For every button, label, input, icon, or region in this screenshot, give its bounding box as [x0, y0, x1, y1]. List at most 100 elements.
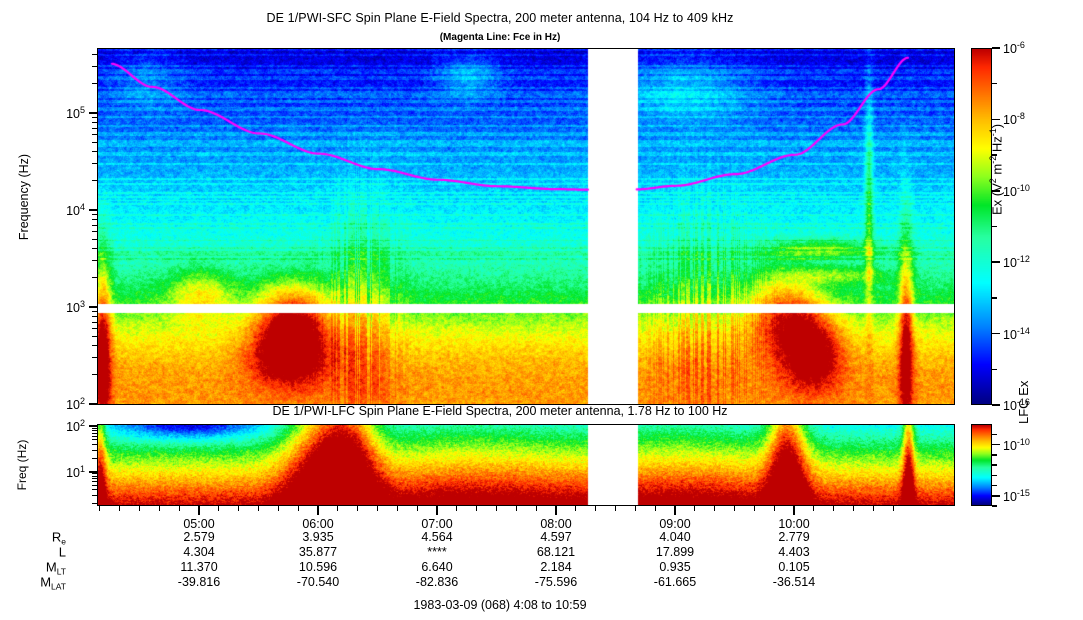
x-minor-tickmark	[833, 506, 835, 511]
lfc-y-minor-tickmark	[92, 473, 97, 475]
x-minor-tickmark	[456, 506, 458, 511]
main-colorbar-tick-label: 10-12	[1003, 254, 1030, 271]
main-y-minor-tickmark	[92, 66, 97, 68]
page-subtitle: (Magenta Line: Fce in Hz)	[439, 32, 561, 43]
main-colorbar-tickmark	[992, 404, 1000, 406]
lfc-colorbar-tickmark	[992, 495, 1000, 497]
x-minor-tickmark	[178, 506, 180, 511]
lfc-y-tick-label: 102	[66, 418, 85, 435]
main-y-minor-tickmark	[92, 141, 97, 143]
lfc-y-minor-tickmark	[92, 495, 97, 497]
main-colorbar-minor-tickmark	[992, 368, 997, 371]
lfc-colorbar-tick-label: 10-15	[1003, 487, 1030, 504]
x-minor-tickmark	[714, 506, 716, 511]
x-minor-tickmark	[535, 506, 537, 511]
table-row-label: L	[58, 544, 66, 560]
main-y-minor-tickmark	[92, 218, 97, 220]
page-title: DE 1/PWI-SFC Spin Plane E-Field Spectra,…	[266, 11, 734, 25]
lfc-colorbar-minor-tickmark	[992, 484, 997, 487]
main-colorbar-tick-label: 10-14	[1003, 325, 1030, 342]
x-minor-tickmark	[615, 506, 616, 511]
main-colorbar-tickmark	[992, 118, 1000, 121]
table-cell: 2.184	[540, 560, 572, 574]
table-cell: 4.564	[421, 530, 453, 544]
main-y-tickmark	[89, 403, 98, 405]
x-major-tickmark	[674, 506, 676, 515]
main-y-minor-tickmark	[92, 321, 97, 323]
main-colorbar-minor-tickmark	[992, 297, 997, 299]
table-row-label: MLAT	[40, 574, 66, 592]
x-tick-label: 06:00	[302, 517, 334, 531]
main-y-minor-tickmark	[92, 180, 97, 182]
main-y-minor-tickmark	[92, 310, 97, 312]
main-y-minor-tickmark	[92, 213, 97, 215]
x-minor-tickmark	[158, 506, 160, 511]
x-minor-tickmark	[694, 506, 696, 511]
lfc-y-minor-tickmark	[92, 489, 97, 491]
main-y-minor-tickmark	[92, 357, 97, 359]
date-range-label: 1983-03-09 (068) 4:08 to 10:59	[413, 598, 587, 612]
main-colorbar-label: Ex (V2 m-2 Hz-1)	[988, 123, 1005, 215]
table-cell: -39.816	[177, 575, 221, 589]
lfc-colorbar-minor-tickmark	[992, 505, 997, 507]
x-minor-tickmark	[277, 506, 279, 511]
lfc-colorbar	[971, 424, 992, 506]
table-cell: 17.899	[655, 545, 695, 559]
main-colorbar-minor-tickmark	[992, 225, 997, 228]
main-colorbar-tick-label: 10-8	[1003, 111, 1025, 128]
table-cell: -75.596	[534, 575, 578, 589]
table-cell: 68.121	[536, 545, 576, 559]
lfc-colorbar-minor-tickmark	[992, 474, 997, 476]
x-tick-label: 07:00	[421, 517, 453, 531]
lfc-y-minor-tickmark	[92, 475, 97, 477]
main-y-minor-tickmark	[92, 127, 97, 129]
lfc-y-minor-tickmark	[92, 503, 97, 505]
main-y-axis-label: Frequency (Hz)	[17, 153, 31, 241]
lfc-y-minor-tickmark	[92, 449, 97, 451]
lfc-y-minor-tickmark	[92, 485, 97, 487]
table-cell: -70.540	[296, 575, 340, 589]
lfc-colorbar-gradient	[972, 425, 991, 505]
lfc-y-minor-tickmark	[92, 432, 97, 434]
main-y-minor-tickmark	[92, 335, 97, 337]
main-colorbar-tick-label: 10-6	[1003, 39, 1025, 57]
main-colorbar-tick-label: 10-10	[1003, 182, 1030, 199]
main-y-tick-label: 105	[66, 104, 85, 122]
lfc-y-minor-tickmark	[92, 430, 97, 432]
main-y-minor-tickmark	[92, 248, 97, 250]
table-row-label: MLT	[45, 559, 66, 577]
lfc-y-axis-label: Freq (Hz)	[15, 439, 29, 491]
x-minor-tickmark	[813, 506, 815, 511]
table-cell: 0.105	[778, 560, 810, 574]
x-minor-tickmark	[853, 506, 854, 511]
x-minor-tickmark	[218, 506, 220, 511]
x-major-tickmark	[555, 506, 557, 515]
x-minor-tickmark	[575, 506, 577, 511]
table-cell: 35.877	[298, 545, 338, 559]
x-minor-tickmark	[357, 506, 359, 511]
sfc-spectrogram-image	[98, 49, 954, 404]
main-y-tick-label: 102	[66, 395, 85, 413]
x-minor-tickmark	[734, 506, 735, 511]
x-minor-tickmark	[238, 506, 240, 511]
x-tick-label: 09:00	[659, 517, 691, 531]
main-y-minor-tickmark	[92, 315, 97, 317]
lfc-y-tickmark	[89, 425, 98, 427]
x-tick-label: 05:00	[183, 517, 215, 531]
main-y-minor-tickmark	[92, 374, 97, 376]
table-cell: 4.304	[183, 545, 215, 559]
x-minor-tickmark	[892, 506, 894, 511]
main-y-tick-label: 103	[66, 298, 85, 316]
x-major-tickmark	[317, 506, 319, 515]
table-cell: 4.403	[778, 545, 810, 559]
lfc-y-tick-label: 101	[66, 463, 85, 480]
lfc-colorbar-minor-tickmark	[992, 454, 997, 456]
x-major-tickmark	[436, 506, 438, 515]
x-minor-tickmark	[297, 506, 299, 511]
lfc-colorbar-minor-tickmark	[992, 464, 997, 466]
main-y-minor-tickmark	[92, 83, 97, 85]
main-y-minor-tickmark	[92, 121, 97, 123]
main-y-minor-tickmark	[92, 231, 97, 233]
main-y-tickmark	[89, 209, 98, 211]
